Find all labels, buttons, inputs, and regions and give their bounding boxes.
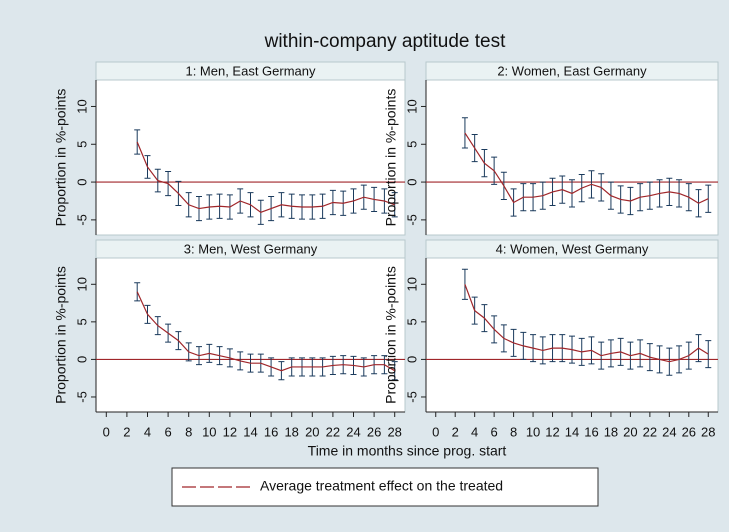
- x-tick-label: 4: [144, 424, 151, 439]
- line: [464, 284, 709, 363]
- x-tick-label: 14: [565, 424, 579, 439]
- plot-area: [425, 79, 719, 236]
- x-tick-label: 8: [510, 424, 517, 439]
- x-tick-label: 8: [185, 424, 192, 439]
- x-tick-label: 26: [367, 424, 381, 439]
- panel-title: 3: Men, West Germany: [184, 241, 318, 256]
- x-tick-label: 18: [604, 424, 618, 439]
- x-tick-label: 24: [662, 424, 676, 439]
- chart-title: within-company aptitude test: [264, 31, 507, 52]
- error-bar: [391, 192, 398, 218]
- x-tick-label: 12: [545, 424, 559, 439]
- x-tick-label: 22: [643, 424, 657, 439]
- x-tick-label: 12: [223, 424, 237, 439]
- x-tick-label: 20: [623, 424, 637, 439]
- x-axis-label: Time in months since prog. start: [308, 443, 507, 459]
- y-tick-label: 10: [74, 277, 89, 291]
- x-tick-label: 0: [432, 424, 439, 439]
- panel-title: 4: Women, West Germany: [496, 241, 649, 256]
- x-tick-label: 16: [264, 424, 278, 439]
- y-tick-label: -5: [404, 391, 419, 403]
- x-tick-label: 6: [491, 424, 498, 439]
- y-tick-label: 10: [74, 99, 89, 113]
- y-tick-label: -5: [74, 214, 89, 226]
- error-bar: [705, 184, 712, 213]
- line: [464, 132, 709, 204]
- error-bar: [461, 117, 468, 149]
- x-tick-label: 14: [243, 424, 257, 439]
- x-tick-label: 28: [387, 424, 401, 439]
- y-axis-label: Proportion in %-points: [53, 266, 69, 404]
- legend-label: Average treatment effect on the treated: [260, 478, 503, 494]
- y-tick-label: 5: [404, 141, 419, 148]
- y-tick-label: 0: [404, 178, 419, 185]
- x-tick-label: 2: [452, 424, 459, 439]
- x-tick-label: 4: [471, 424, 478, 439]
- y-tick-label: 5: [74, 318, 89, 325]
- x-tick-label: 2: [123, 424, 130, 439]
- y-axis-label: Proportion in %-points: [383, 89, 399, 227]
- x-tick-label: 6: [164, 424, 171, 439]
- x-tick-label: 28: [701, 424, 715, 439]
- error-bar: [705, 340, 712, 369]
- y-axis-label: Proportion in %-points: [383, 266, 399, 404]
- plot-area: [425, 257, 719, 413]
- y-tick-label: 5: [404, 318, 419, 325]
- x-tick-label: 10: [526, 424, 540, 439]
- x-tick-label: 22: [326, 424, 340, 439]
- x-tick-label: 18: [284, 424, 298, 439]
- error-bar: [391, 361, 398, 381]
- plot-area: [95, 257, 406, 413]
- x-tick-label: 26: [682, 424, 696, 439]
- y-axis-label: Proportion in %-points: [53, 89, 69, 227]
- y-tick-label: 5: [74, 141, 89, 148]
- y-tick-label: 0: [404, 356, 419, 363]
- x-tick-label: 16: [584, 424, 598, 439]
- panel-title: 1: Men, East Germany: [185, 63, 316, 78]
- line: [136, 141, 395, 213]
- x-tick-label: 0: [103, 424, 110, 439]
- y-tick-label: -5: [404, 214, 419, 226]
- x-tick-label: 10: [202, 424, 216, 439]
- error-bar: [461, 268, 468, 300]
- y-tick-label: 10: [404, 99, 419, 113]
- x-tick-label: 24: [346, 424, 360, 439]
- y-tick-label: 0: [74, 356, 89, 363]
- panel-title: 2: Women, East Germany: [497, 63, 647, 78]
- y-tick-label: -5: [74, 391, 89, 403]
- y-tick-label: 0: [74, 178, 89, 185]
- y-tick-label: 10: [404, 277, 419, 291]
- line: [136, 291, 396, 372]
- x-tick-label: 20: [305, 424, 319, 439]
